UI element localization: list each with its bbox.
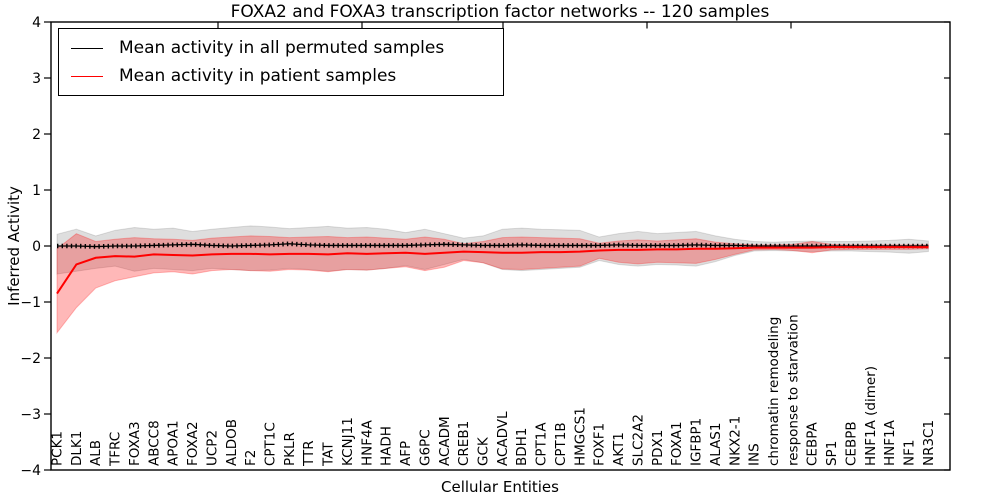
x-category-label: CREB1 — [456, 421, 472, 466]
y-tick-label: 2 — [32, 127, 41, 143]
x-category-label: ACADVL — [495, 411, 511, 466]
y-axis-label: Inferred Activity — [5, 186, 23, 306]
x-category-label: ALB — [88, 440, 104, 466]
x-category-label: PCK1 — [50, 431, 66, 466]
legend: Mean activity in all permuted samples Me… — [58, 28, 504, 96]
x-category-label: ALDOB — [224, 419, 240, 466]
x-category-label: FOXA1 — [669, 421, 685, 466]
y-tick-label: 4 — [32, 15, 41, 31]
x-category-label: ACADM — [437, 416, 453, 466]
permuted-confidence-band — [56, 225, 929, 275]
x-category-label: response to starvation — [785, 314, 801, 466]
x-category-label: PDX1 — [650, 430, 666, 466]
x-category-label: G6PC — [417, 429, 433, 466]
y-tick-label: −1 — [20, 295, 41, 311]
x-category-label: HADH — [379, 426, 395, 466]
permuted-mean-line — [57, 243, 929, 248]
y-tick-label: 3 — [32, 71, 41, 87]
x-category-label: ABCC8 — [146, 420, 162, 466]
legend-item-permuted: Mean activity in all permuted samples — [71, 34, 493, 62]
x-category-label: IGFBP1 — [689, 418, 705, 466]
x-category-label: INS — [747, 443, 763, 466]
x-axis-label: Cellular Entities — [441, 478, 559, 496]
x-category-label: NF1 — [902, 440, 918, 466]
x-category-label: FOXA2 — [185, 421, 201, 466]
x-category-label: AKT1 — [611, 432, 627, 466]
x-category-label: CEBPB — [843, 421, 859, 466]
x-category-label: FOXA3 — [127, 421, 143, 466]
x-category-label: GCK — [476, 436, 492, 466]
x-category-label: SP1 — [824, 441, 840, 466]
permuted-line-swatch — [71, 47, 103, 49]
x-category-label: KCNJ11 — [340, 417, 356, 466]
x-category-label: APOA1 — [166, 420, 182, 466]
x-category-label: TTR — [301, 440, 317, 467]
x-category-label: AFP — [398, 441, 414, 466]
chart-title: FOXA2 and FOXA3 transcription factor net… — [230, 2, 770, 22]
x-category-label: HNF4A — [359, 419, 375, 466]
x-category-label: DLK1 — [69, 431, 85, 466]
y-tick-label: −3 — [20, 407, 41, 423]
x-category-label: FOXF1 — [592, 423, 608, 466]
y-tick-label: 0 — [32, 239, 41, 255]
x-category-label: HNF1A (dimer) — [863, 366, 879, 466]
x-category-label: ALAS1 — [708, 423, 724, 466]
y-tick-label: 1 — [32, 183, 41, 199]
x-category-label: F2 — [243, 450, 259, 466]
x-category-label: CPT1B — [553, 422, 569, 466]
x-category-label: UCP2 — [204, 430, 220, 466]
legend-label-patient: Mean activity in patient samples — [119, 66, 397, 86]
x-category-label: CPT1C — [263, 422, 279, 466]
x-category-label: CPT1A — [534, 422, 550, 466]
x-category-label: BDH1 — [514, 428, 530, 466]
y-tick-label: −2 — [20, 351, 41, 367]
patient-mean-line — [56, 246, 929, 295]
x-category-label: HNF1A — [882, 419, 898, 466]
x-category-label: PKLR — [282, 432, 298, 466]
x-category-label: CEBPA — [805, 422, 821, 466]
x-category-label: NKX2-1 — [727, 416, 743, 466]
x-category-label: NR3C1 — [921, 420, 937, 466]
x-category-label: TAT — [321, 442, 337, 467]
x-category-label: HMGCS1 — [572, 407, 588, 466]
patient-line-swatch — [71, 75, 103, 77]
legend-label-permuted: Mean activity in all permuted samples — [119, 38, 445, 58]
x-category-label: chromatin remodeling — [766, 317, 782, 466]
legend-item-patient: Mean activity in patient samples — [71, 62, 493, 90]
patient-confidence-band — [56, 233, 929, 335]
x-category-label: TFRC — [108, 432, 124, 467]
x-category-label: SLC2A2 — [630, 414, 646, 466]
y-tick-label: −4 — [20, 463, 41, 479]
